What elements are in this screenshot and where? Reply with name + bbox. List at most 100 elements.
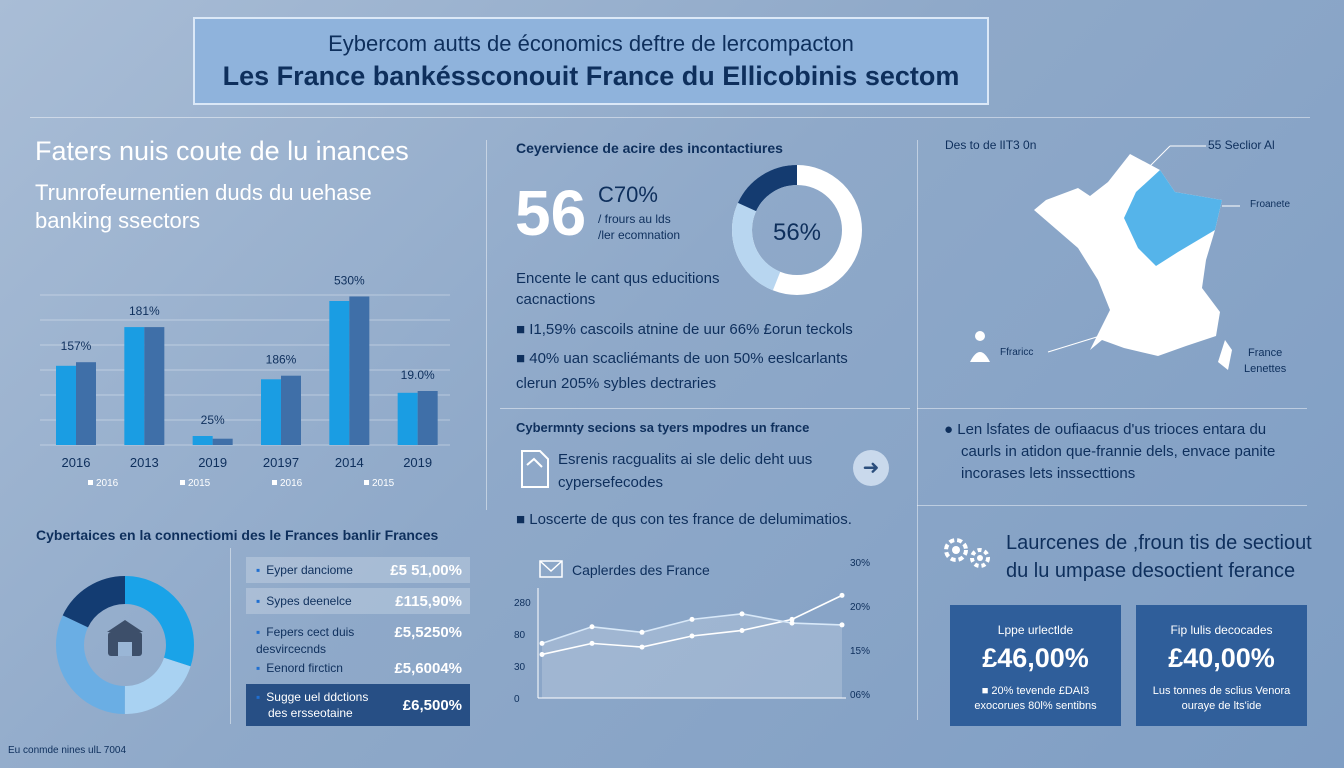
divider	[486, 140, 487, 510]
line-point	[539, 640, 545, 646]
bar-data-label: 186%	[266, 353, 297, 367]
bullet-square-icon: ■	[516, 511, 530, 528]
bar	[212, 438, 233, 445]
bar	[261, 379, 281, 445]
bar	[76, 362, 96, 445]
line-chart: 280 80 30 0 30% 20% 15% 06% Caplerdes des Franc…	[514, 558, 870, 705]
bullet-text: 40% uan scacliémants de uon 50% eeslcarl…	[529, 350, 848, 367]
bullet-square-icon: ■	[516, 321, 530, 338]
line-point	[739, 611, 745, 617]
percent-donut: 56%	[732, 164, 862, 295]
line-point	[789, 616, 795, 622]
big-number: 56	[515, 177, 587, 249]
bar-tick-label: 2019	[403, 455, 432, 470]
left-subtitle-2: banking ssectors	[35, 208, 201, 233]
list-item-label: Sugge uel ddctions	[256, 689, 368, 705]
bullet-dot-icon: ●	[944, 421, 958, 438]
line-chart-legend: Caplerdes des France	[572, 562, 710, 578]
bar-tick-label: 2016	[62, 455, 91, 470]
line-point	[689, 616, 695, 622]
divider	[500, 408, 910, 409]
bar	[417, 391, 438, 445]
list-item-value: £5 51,00%	[390, 561, 462, 579]
line-point	[839, 622, 845, 628]
divider	[230, 548, 231, 724]
bullet-square-icon: ■	[516, 350, 530, 367]
doc-line-2: cypersefecodes	[558, 474, 664, 491]
y-right-tick-label: 20%	[850, 602, 870, 613]
left-title: Faters nuis coute de lu inances	[35, 136, 409, 166]
bullet-text: Loscerte de qus con tes france de delumi…	[529, 511, 852, 528]
stat-card-value: £46,00%	[982, 643, 1089, 673]
stat-card-1: Lppe urlectlde £46,00% ■ 20% tevende £DA…	[950, 605, 1121, 726]
stat-card-desc: ouraye de lts'ide	[1181, 700, 1262, 712]
line-point	[739, 627, 745, 633]
legend-swatch	[180, 480, 185, 485]
line-area	[542, 613, 842, 698]
line-point	[839, 592, 845, 598]
bank-icon	[107, 620, 143, 656]
bar-data-label: 25%	[201, 413, 225, 427]
legend-label: 2016	[96, 478, 119, 489]
y-right-tick-label: 06%	[850, 690, 870, 701]
legend-swatch	[88, 480, 93, 485]
title-banner: Eybercom autts de économics deftre de le…	[193, 17, 989, 105]
stat-card-label: Fip lulis decocades	[1170, 623, 1273, 637]
right-bullet-line-3: incorases lets inssecttions	[961, 465, 1136, 482]
bottom-left-heading: Cybertaices en la connectiomi des le Fra…	[36, 527, 439, 543]
list-item-value: £5,6004%	[394, 659, 462, 677]
divider	[917, 140, 918, 720]
divider	[30, 117, 1310, 118]
center-bullet-2b: clerun 205% sybles dectraries	[516, 375, 717, 392]
title-line-2: Les France bankéssconouit France du Elli…	[222, 61, 960, 91]
corsica-shape	[1218, 340, 1232, 370]
bar	[56, 365, 76, 445]
legend-label: 2015	[372, 478, 395, 489]
donut-segment	[56, 576, 194, 714]
gears-line-1: Laurcenes de ,froun tis de sectiout	[1006, 532, 1312, 554]
list-item: Eenord fircticn £5,6004%	[246, 657, 470, 679]
legend-label: 2016	[280, 478, 303, 489]
list-item-value: £115,90%	[395, 592, 462, 610]
divider	[917, 505, 1307, 506]
gears-icon	[944, 538, 990, 568]
person-icon	[970, 331, 990, 362]
y-tick-label: 80	[514, 630, 526, 641]
bar	[281, 375, 301, 445]
center-text-1: Encente le cant qus educitions	[516, 270, 720, 287]
gears-line-2: du lu umpase desoctient ferance	[1006, 560, 1296, 582]
document-icon	[521, 450, 549, 488]
doc-line-1: Esrenis racgualits ai sle delic deht uus	[558, 451, 813, 468]
center-heading: Ceyervience de acire des incontactiures	[516, 140, 783, 156]
stat-card-desc: 20% tevende £DAI3	[991, 685, 1090, 697]
stat-card-desc: exocorues 80l% sentibns	[974, 700, 1097, 712]
line-point	[639, 644, 645, 650]
footer-note: Eu conmde nines ulL 7004	[8, 745, 127, 756]
y-tick-label: 280	[514, 598, 531, 609]
donut-segment	[56, 576, 194, 714]
list-item-label: des ersseotaine	[268, 706, 353, 720]
bar-data-label: 181%	[129, 304, 160, 318]
center-text-2: cacnactions	[516, 291, 596, 308]
bar	[124, 327, 145, 445]
list-item: Sypes deenelce £115,90%	[246, 588, 470, 614]
title-line-1: Eybercom autts de économics deftre de le…	[328, 31, 854, 56]
bar-chart-marks: 157% 2016 181% 2013 25% 2019 186% 20197 530% 2014…	[56, 274, 438, 489]
list-item-value: £6,500%	[402, 696, 462, 714]
donut-label: 56%	[773, 219, 821, 246]
y-right-tick-label: 15%	[850, 646, 870, 657]
map-label-right-1: France	[1248, 347, 1283, 359]
list-item-label: desvircecnds	[256, 642, 327, 656]
stat-card-desc: Lus tonnes de sclius Venora	[1152, 685, 1291, 697]
france-map	[970, 145, 1240, 370]
bar	[192, 436, 213, 445]
side-line-2: /ler ecomnation	[598, 228, 681, 242]
bar-tick-label: 2019	[198, 455, 227, 470]
arrow-right-icon[interactable]: ➜	[853, 450, 889, 486]
y-tick-label: 30	[514, 662, 526, 673]
line-point	[589, 624, 595, 630]
map-label-left: Ffraricc	[1000, 347, 1034, 358]
center-bullet-2: ■ 40% uan scacliémants de uon 50% eeslca…	[516, 350, 848, 367]
bar-data-label: 19.0%	[401, 368, 435, 382]
center-bullet-1: ■ I1,59% cascoils atnine de uur 66% £oru…	[516, 321, 853, 338]
